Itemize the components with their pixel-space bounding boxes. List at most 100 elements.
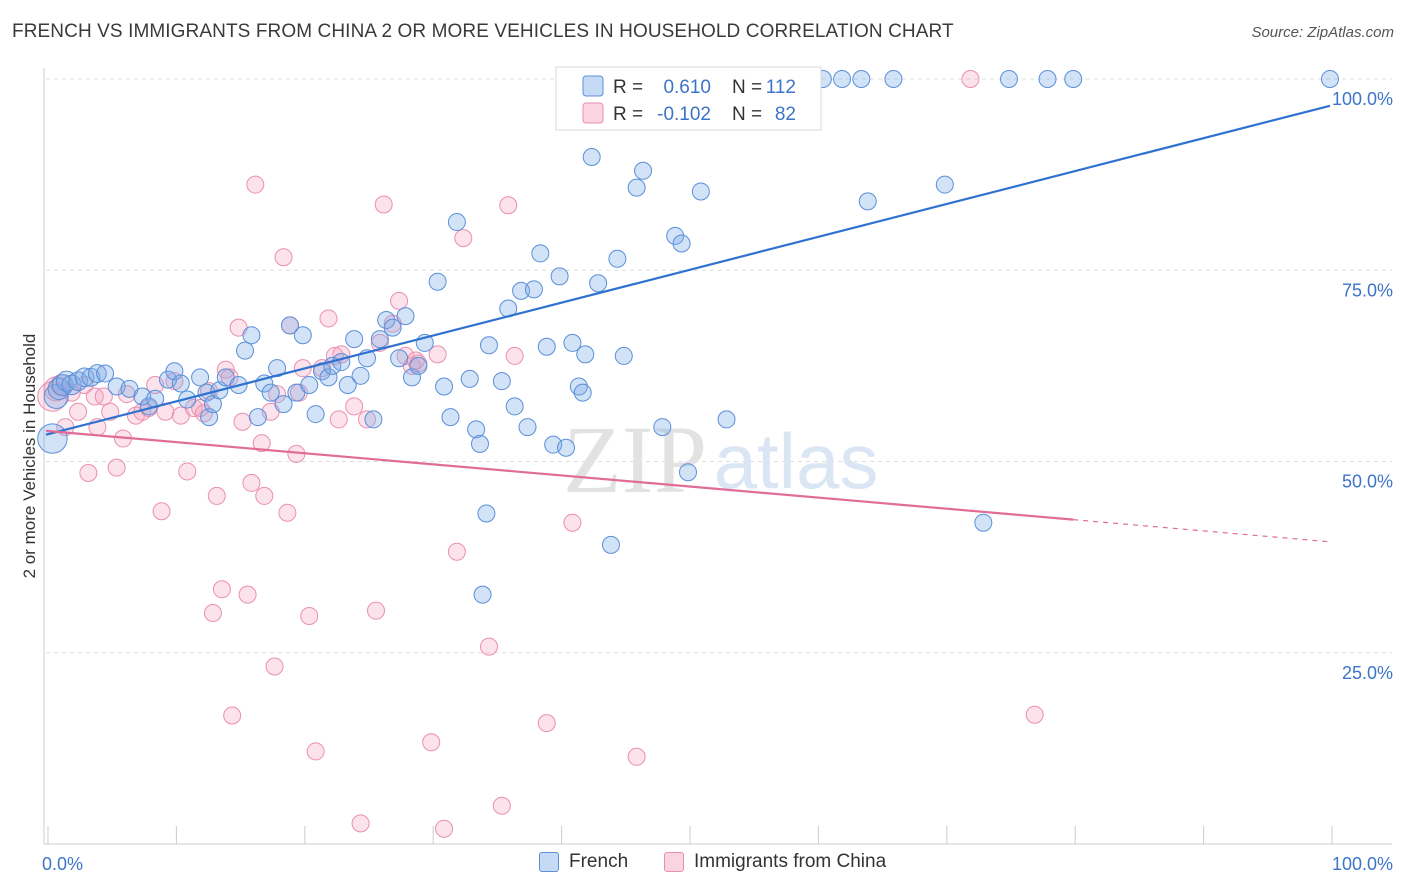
china-point <box>203 603 222 622</box>
french-point <box>672 234 691 253</box>
french-point <box>477 504 496 523</box>
french-point <box>608 249 627 268</box>
chart-title: FRENCH VS IMMIGRANTS FROM CHINA 2 OR MOR… <box>12 21 954 42</box>
french-point <box>1064 70 1083 88</box>
china-point <box>94 387 113 406</box>
china-point <box>358 410 376 429</box>
french-point <box>1000 70 1018 88</box>
stats-n-label-french: N = <box>732 77 762 98</box>
french-point <box>37 423 68 454</box>
french-point <box>383 318 402 337</box>
french-point <box>852 70 871 88</box>
stats-n-value-china: 82 <box>775 104 796 125</box>
french-point <box>479 336 498 355</box>
china-point <box>537 714 556 733</box>
china-point <box>479 637 498 656</box>
stats-swatch-china <box>582 102 604 124</box>
axes <box>43 68 1392 845</box>
china-point <box>107 458 126 477</box>
french-point <box>518 418 537 437</box>
french-point <box>293 326 312 345</box>
french-point <box>576 345 595 364</box>
x-tick-label-max: 100.0% <box>1332 854 1393 874</box>
french-point <box>96 364 115 383</box>
french-point <box>557 438 576 457</box>
french-point <box>473 585 492 604</box>
china-point <box>1025 705 1044 724</box>
french-point <box>627 178 646 197</box>
stats-n-value-french: 112 <box>766 77 796 98</box>
china-point <box>117 385 136 404</box>
y-axis-label: 2 or more Vehicles in Household <box>20 334 39 579</box>
china-point <box>274 248 293 267</box>
french-point <box>470 434 489 453</box>
china-point <box>422 733 441 752</box>
china-point <box>435 819 454 838</box>
china-point <box>329 410 348 429</box>
series-legend: French Immigrants from China <box>0 851 1406 879</box>
french-point <box>300 376 319 394</box>
china-point <box>268 385 287 404</box>
french-point <box>332 353 351 372</box>
french-point <box>338 376 357 394</box>
french-point <box>691 182 710 201</box>
china-point <box>345 397 364 416</box>
french-point <box>537 337 556 356</box>
china-point <box>374 195 393 214</box>
french-point <box>74 367 95 388</box>
french-point <box>306 405 325 424</box>
data-points <box>37 70 1339 838</box>
french-point <box>524 280 543 299</box>
french-point <box>61 374 82 396</box>
french-point <box>364 410 383 429</box>
french-point <box>447 213 466 232</box>
french-point <box>563 333 582 352</box>
french-point <box>47 377 71 401</box>
french-point <box>51 374 74 396</box>
french-point <box>679 463 697 482</box>
french-point <box>242 326 261 345</box>
french-point <box>589 274 608 293</box>
french-point <box>935 175 954 194</box>
french-point <box>268 359 287 378</box>
french-point <box>467 420 486 439</box>
stats-swatch-french <box>582 75 604 97</box>
french-point <box>666 226 685 245</box>
french-point <box>280 316 299 335</box>
china-point <box>178 462 197 481</box>
french-point <box>614 346 633 365</box>
french-point <box>191 368 210 387</box>
stats-r-label-french: R = <box>613 77 643 98</box>
china-point <box>265 657 284 676</box>
legend-item-china[interactable]: Immigrants from China <box>664 851 886 873</box>
legend-swatch-china <box>664 852 684 872</box>
french-point <box>370 330 389 349</box>
stats-r-value-china: -0.102 <box>657 104 711 125</box>
legend-item-french[interactable]: French <box>539 851 628 873</box>
legend-swatch-french <box>539 852 559 872</box>
stats-r-value-french: 0.610 <box>663 77 711 98</box>
china-point <box>492 796 511 815</box>
china-point <box>428 345 447 364</box>
french-point <box>377 310 396 329</box>
watermark-zip: ZIP <box>563 406 707 513</box>
china-point <box>390 291 409 310</box>
french-point <box>582 148 601 167</box>
y-tick-label: 25.0% <box>1342 663 1393 683</box>
french-point <box>87 364 107 383</box>
x-tick-label-min: 0.0% <box>42 854 83 874</box>
chart-source: Source: ZipAtlas.com <box>1251 24 1394 41</box>
china-point <box>220 368 239 387</box>
china-point <box>627 747 646 766</box>
trend-lines <box>45 104 1331 543</box>
china-point <box>223 706 242 725</box>
watermark: ZIP atlas <box>563 406 878 513</box>
y-tick-label: 50.0% <box>1342 472 1393 492</box>
french-point <box>435 377 454 396</box>
y-tick-label: 100.0% <box>1332 89 1393 109</box>
french-point <box>402 368 421 387</box>
french-point <box>409 356 428 375</box>
french-point <box>634 161 653 180</box>
french-point <box>531 244 550 263</box>
